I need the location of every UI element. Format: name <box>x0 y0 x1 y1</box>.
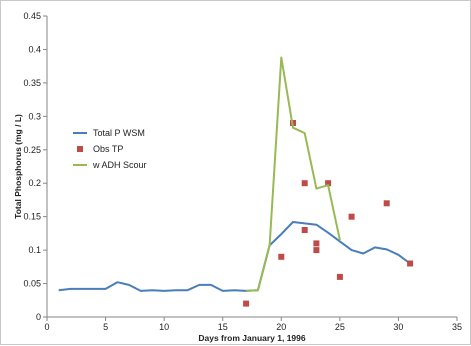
series-line-w-adh-scour <box>246 56 341 292</box>
x-tick-label: 25 <box>335 322 345 332</box>
legend-swatch-obs-tp <box>77 146 83 152</box>
y-tick-label: 0.15 <box>23 212 41 222</box>
y-tick-label: 0.1 <box>28 245 41 255</box>
x-tick-label: 10 <box>159 322 169 332</box>
x-axis-title: Days from January 1, 1996 <box>198 333 306 343</box>
obs-tp-point <box>301 227 308 233</box>
y-tick-label: 0.25 <box>23 145 41 155</box>
x-tick-label: 5 <box>103 322 108 332</box>
y-tick-label: 0.35 <box>23 78 41 88</box>
legend: Total P WSM Obs TP w ADH Scour <box>73 128 147 170</box>
data-series <box>58 56 414 307</box>
obs-tp-point <box>243 300 250 307</box>
obs-tp-point <box>278 253 285 260</box>
tick-marks-and-labels: 0 5 10 15 20 25 30 35 0 0.05 0.1 0.15 0.2 0.25 0.3 0.35… <box>23 11 462 332</box>
legend-label-obs-tp: Obs TP <box>93 144 123 154</box>
y-tick-label: 0.4 <box>28 44 41 54</box>
obs-tp-point <box>313 247 320 254</box>
x-tick-label: 20 <box>276 322 286 332</box>
axes <box>46 16 457 318</box>
obs-tp-point <box>336 273 343 280</box>
x-tick-label: 35 <box>452 322 462 332</box>
y-tick-label: 0.2 <box>28 178 41 188</box>
y-tick-label: 0.45 <box>23 11 41 21</box>
y-tick-label: 0.3 <box>28 111 41 121</box>
obs-tp-point <box>313 240 320 247</box>
y-tick-label: 0.05 <box>23 279 41 289</box>
x-tick-label: 30 <box>393 322 403 332</box>
x-tick-label: 15 <box>218 322 228 332</box>
obs-tp-point <box>383 200 390 207</box>
series-line-total-p-wsm <box>58 221 411 292</box>
legend-label-total-p-wsm: Total P WSM <box>93 128 145 138</box>
obs-tp-point <box>348 213 355 220</box>
obs-tp-point <box>325 180 332 187</box>
obs-tp-point <box>407 260 414 267</box>
legend-label-adh-scour: w ADH Scour <box>92 160 147 170</box>
y-tick-label: 0 <box>36 312 41 322</box>
x-tick-label: 0 <box>44 322 49 332</box>
obs-tp-point <box>301 180 308 187</box>
y-axis-title: Total Phosphorus (mg / L) <box>13 114 23 219</box>
